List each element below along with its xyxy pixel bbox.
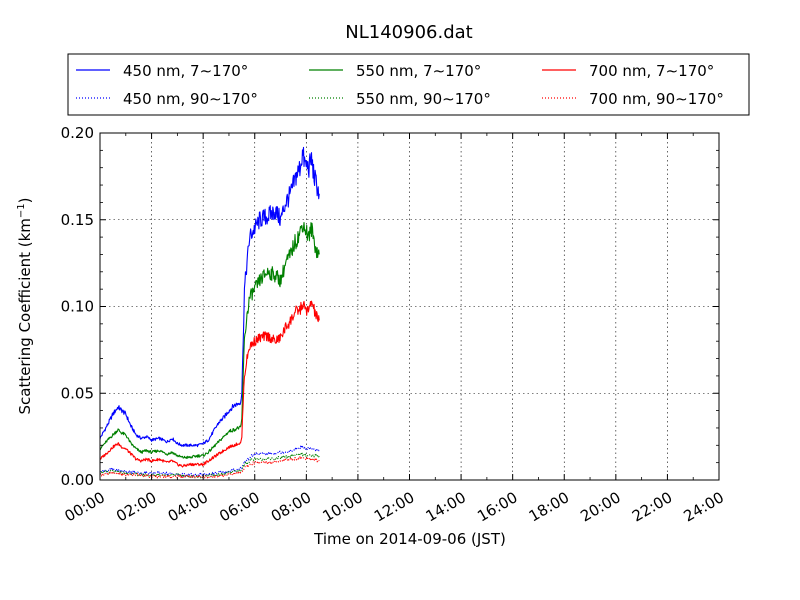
legend-frame bbox=[67, 53, 750, 116]
y-tick-label: 0.05 bbox=[61, 384, 94, 402]
legend-label: 450 nm, 7∼170° bbox=[123, 62, 248, 80]
grid bbox=[100, 133, 719, 480]
series-line bbox=[99, 300, 320, 468]
y-tick-label: 0.20 bbox=[61, 124, 94, 142]
x-axis-label: Time on 2014-09-06 (JST) bbox=[313, 530, 506, 548]
legend: 450 nm, 7∼170° 550 nm, 7∼170° 700 nm, 7∼17… bbox=[67, 53, 750, 116]
series-layer bbox=[99, 146, 320, 479]
legend-label: 700 nm, 7∼170° bbox=[589, 62, 714, 80]
y-axis-label: Scattering Coefficient (km−1) bbox=[16, 197, 34, 414]
y-tick-label: 0.15 bbox=[61, 211, 94, 229]
legend-label: 450 nm, 90∼170° bbox=[123, 90, 258, 108]
y-axis-label-main: Scattering Coefficient (km bbox=[16, 218, 34, 414]
series-line bbox=[99, 452, 320, 479]
y-axis-label-end: ) bbox=[16, 197, 34, 203]
y-axis-label-sup: −1 bbox=[16, 203, 27, 218]
series-line bbox=[99, 146, 320, 448]
legend-label: 550 nm, 7∼170° bbox=[356, 62, 481, 80]
chart-title: NL140906.dat bbox=[345, 22, 472, 43]
legend-label: 700 nm, 90∼170° bbox=[589, 90, 724, 108]
y-tick-label: 0.10 bbox=[61, 298, 94, 316]
series-line bbox=[99, 221, 320, 459]
legend-label: 550 nm, 90∼170° bbox=[356, 90, 491, 108]
y-tick-label: 0.00 bbox=[61, 471, 94, 489]
